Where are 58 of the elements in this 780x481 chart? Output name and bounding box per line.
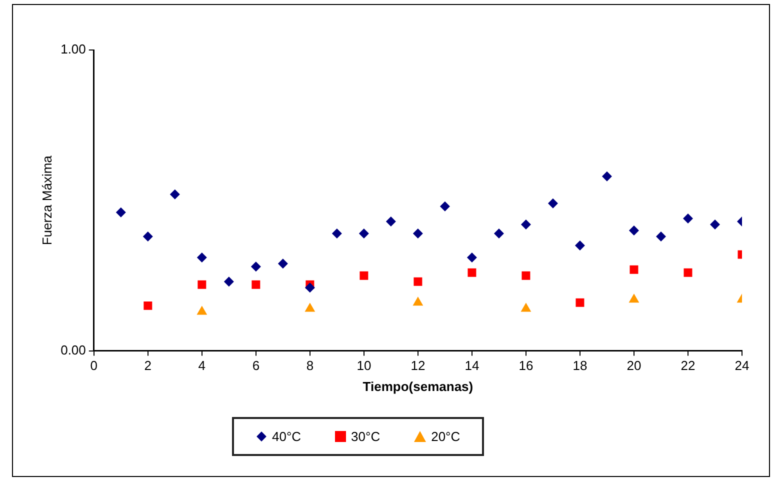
x-tick-label: 12 [410, 358, 426, 374]
point [574, 240, 585, 251]
point [412, 228, 423, 238]
point [522, 271, 530, 280]
point [360, 271, 368, 280]
point [278, 258, 288, 269]
point [468, 268, 476, 277]
y-tick-label: 1.00 [60, 42, 86, 57]
x-tick-label: 20 [626, 358, 642, 374]
point [252, 280, 260, 289]
point [602, 171, 612, 182]
point [628, 294, 640, 303]
point [224, 276, 234, 287]
point [116, 207, 126, 218]
x-tick-label: 4 [198, 358, 206, 374]
point [628, 225, 639, 236]
legend-label: 30°C [351, 429, 380, 444]
point [386, 216, 396, 226]
x-tick-label: 16 [518, 358, 534, 374]
y-tick-label: 0.00 [60, 342, 86, 358]
point [548, 198, 558, 208]
x-tick-label: 22 [680, 358, 696, 374]
legend-label: 40°C [272, 429, 302, 444]
x-tick-label: 24 [734, 358, 750, 374]
x-axis-title: Tiempo(semanas) [362, 378, 474, 394]
point [440, 201, 450, 212]
point [196, 306, 208, 315]
point [682, 213, 693, 224]
point [170, 189, 180, 200]
point [250, 262, 261, 272]
x-tick-label: 14 [464, 358, 480, 374]
x-tick-label: 10 [356, 358, 372, 374]
legend-label: 20°C [431, 429, 460, 444]
point [466, 252, 477, 263]
point [198, 280, 206, 289]
point [142, 231, 153, 242]
x-tick-label: 2 [144, 358, 152, 374]
point [710, 219, 720, 230]
point [332, 228, 342, 238]
point [656, 231, 666, 242]
point [412, 296, 424, 306]
point [576, 298, 584, 307]
point [520, 219, 531, 230]
point [414, 277, 422, 286]
point [358, 228, 369, 238]
x-tick-label: 6 [252, 358, 260, 374]
point [520, 302, 532, 312]
x-tick-label: 18 [572, 358, 588, 374]
x-tick-label: 8 [306, 358, 314, 374]
point [304, 302, 316, 312]
point [196, 252, 207, 263]
point [304, 282, 315, 293]
point [684, 268, 692, 277]
y-axis-title: Fuerza Máxima [39, 154, 54, 246]
x-tick-label: 0 [90, 358, 98, 374]
point [494, 228, 504, 238]
point [630, 265, 638, 274]
point [144, 301, 152, 310]
